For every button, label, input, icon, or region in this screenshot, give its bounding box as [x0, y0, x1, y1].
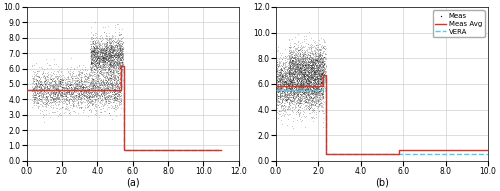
- X-axis label: (a): (a): [126, 177, 140, 188]
- Legend: Meas, Meas Avg, VERA: Meas, Meas Avg, VERA: [432, 11, 484, 37]
- X-axis label: (b): (b): [375, 177, 389, 188]
